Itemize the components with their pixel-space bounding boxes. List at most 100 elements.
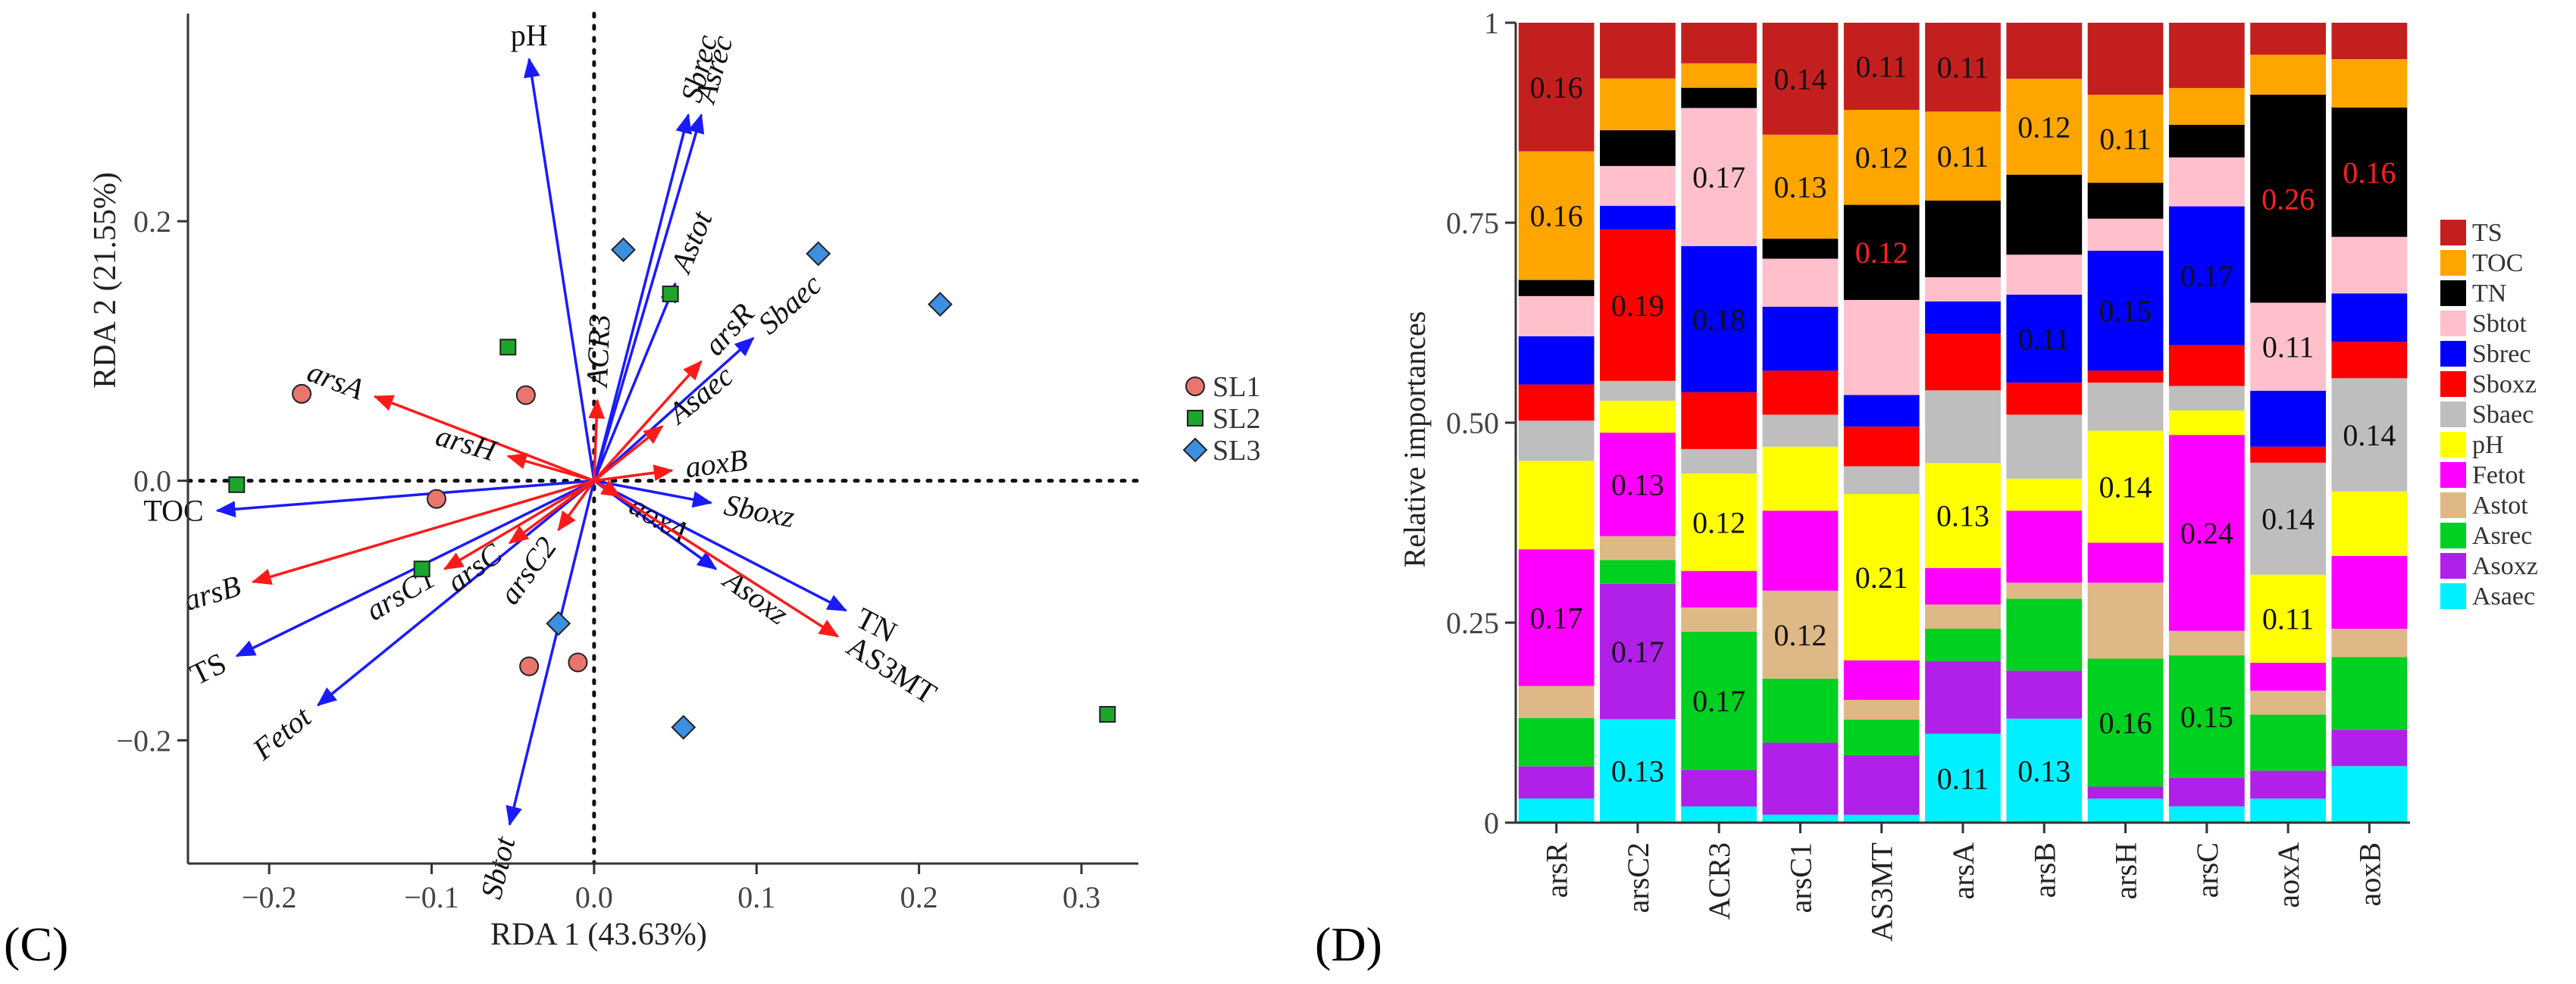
- rda-point-sl1: [515, 385, 536, 405]
- importance-y-axis-title: Relative importances: [1398, 311, 1432, 568]
- importance-legend-label: Asaec: [2472, 583, 2535, 611]
- rda-legend-label: SL2: [1213, 403, 1260, 435]
- bar-segment-arsh-sbtot: [2087, 218, 2164, 251]
- bar-segment-arsb-tn: [2006, 174, 2083, 255]
- bar-data-label: 0.16: [2343, 155, 2396, 189]
- importance-legend-swatch-asoxz: [2440, 553, 2466, 579]
- bar-segment-as3mt-astot: [1843, 699, 1920, 720]
- rda-vector-label: arsB: [180, 568, 244, 617]
- bar-segment-aoxb-sbtot: [2331, 236, 2408, 294]
- bar-segment-arsr-sbtot: [1518, 295, 1595, 336]
- bar-segment-arsb-ph: [2006, 478, 2083, 511]
- rda-vector-as3mt: [593, 480, 840, 638]
- bar-data-label: 0.16: [2099, 706, 2152, 740]
- importance-legend-label: Sbtot: [2472, 310, 2527, 338]
- bar-data-label: 0.15: [2180, 700, 2233, 734]
- rda-vector-arsr: [593, 360, 703, 482]
- bar-segment-aoxb-sbrec: [2331, 293, 2408, 342]
- importance-x-tick-label: arsH: [2109, 842, 2143, 900]
- rda-point-sl1: [426, 489, 446, 509]
- importance-y-tick-label: 0.50: [1446, 406, 1499, 440]
- bar-data-label: 0.14: [2261, 502, 2315, 536]
- bar-segment-arsb-astot: [2006, 583, 2083, 599]
- bar-segment-aoxa-asoxz: [2250, 770, 2326, 799]
- bar-segment-arsc-ph: [2168, 410, 2245, 436]
- bar-segment-aoxb-fetot: [2331, 556, 2408, 629]
- bar-segment-as3mt-asrec: [1843, 720, 1920, 756]
- bar-segment-arsh-asaec: [2087, 798, 2164, 823]
- bar-segment-arsr-asrec: [1518, 718, 1595, 767]
- bar-segment-aoxa-sboxz: [2250, 446, 2326, 463]
- bar-segment-arsb-ts: [2006, 23, 2083, 79]
- bar-segment-aoxa-sbaec: [2250, 462, 2326, 575]
- importance-legend-swatch-ph: [2440, 432, 2466, 458]
- bar-segment-arsa-fetot: [1925, 568, 2001, 604]
- bar-segment-as3mt-sbtot: [1843, 299, 1920, 395]
- bar-segment-as3mt-tn: [1843, 205, 1920, 300]
- rda-y-axis: −0.2 0.0 0.2: [116, 205, 188, 758]
- bar-segment-arsh-sbaec: [2087, 383, 2164, 431]
- importance-legend-label: Sbrec: [2472, 340, 2531, 368]
- importance-x-tick-label: arsC: [2190, 842, 2224, 898]
- bar-segment-arsc2-asrec: [1600, 560, 1676, 584]
- importance-legend-swatch-sbaec: [2440, 401, 2466, 427]
- rda-x-tick-label: 0.1: [737, 880, 775, 914]
- bar-segment-acr3-sbrec: [1681, 245, 1758, 392]
- rda-legend-label: SL3: [1213, 435, 1260, 467]
- bar-data-label: 0.17: [1692, 161, 1745, 195]
- rda-point-sl3: [671, 714, 696, 740]
- bar-segment-as3mt-asaec: [1843, 814, 1920, 823]
- rda-vector-asrec: [593, 113, 705, 482]
- bar-segment-arsc1-ts: [1762, 23, 1839, 135]
- rda-vector-label: Sbtot: [474, 832, 522, 901]
- importance-legend-swatch-tn: [2440, 280, 2466, 306]
- bar-data-label: 0.11: [2262, 602, 2315, 636]
- bar-segment-arsa-toc: [1925, 111, 2001, 201]
- rda-vector-label: aoxB: [683, 442, 749, 484]
- bar-segment-arsa-sbtot: [1925, 277, 2001, 301]
- bar-segment-arsr-sbaec: [1518, 420, 1595, 461]
- importance-legend-label: TN: [2472, 280, 2506, 308]
- importance-legend-label: Fetot: [2472, 461, 2525, 489]
- rda-vector-label: AS3MT: [840, 629, 943, 711]
- bar-segment-acr3-tn: [1681, 87, 1758, 108]
- bar-segment-arsc2-sbrec: [1600, 205, 1676, 230]
- bar-data-label: 0.11: [1937, 761, 1989, 795]
- rda-y-tick-label: 0.2: [133, 205, 171, 239]
- rda-vector-label: Fetot: [246, 699, 318, 767]
- importance-x-tick-label: arsR: [1540, 842, 1574, 898]
- rda-vector-sbtot: [505, 480, 596, 826]
- bar-segment-arsa-tn: [1925, 200, 2001, 277]
- bar-segment-arsc-asaec: [2168, 806, 2245, 823]
- rda-point-sl1: [568, 652, 588, 673]
- bar-segment-as3mt-sbaec: [1843, 466, 1920, 495]
- bar-segment-arsr-sbrec: [1518, 336, 1595, 385]
- bar-data-label: 0.15: [2099, 294, 2152, 328]
- rda-vector-arsc1: [443, 480, 595, 570]
- bar-segment-arsr-fetot: [1518, 549, 1595, 686]
- bar-segment-arsh-fetot: [2087, 542, 2164, 583]
- bar-segment-arsh-astot: [2087, 583, 2164, 659]
- bar-segment-arsc-tn: [2168, 124, 2245, 158]
- bar-data-label: 0.13: [2017, 754, 2071, 788]
- importance-x-tick-label: ACR3: [1702, 842, 1736, 920]
- rda-legend-marker-sl3: [1182, 437, 1208, 463]
- bar-segment-arsa-astot: [1925, 604, 2001, 629]
- bar-segment-aoxa-fetot: [2250, 662, 2326, 691]
- importance-y-tick-label: 0.25: [1446, 606, 1499, 640]
- bar-data-label: 0.16: [1530, 199, 1583, 233]
- bar-segment-arsc2-asaec: [1600, 719, 1676, 823]
- bar-data-label: 0.13: [1773, 170, 1826, 204]
- bar-data-label: 0.11: [2018, 322, 2071, 356]
- bar-segment-arsc-asoxz: [2168, 777, 2245, 807]
- stacked-bar-data-labels: 0.16 0.16 0.17 0.19 0.13 0.17 0.13 0.17 0.18 0.12…: [1530, 50, 2396, 796]
- bar-segment-acr3-sboxz: [1681, 392, 1758, 449]
- bar-segment-arsr-astot: [1518, 686, 1595, 719]
- rda-vector-fetot: [316, 480, 596, 707]
- bar-segment-arsa-asrec: [1925, 629, 2001, 661]
- bar-segment-arsc1-fetot: [1762, 511, 1839, 591]
- bar-segment-arsb-sboxz: [2006, 383, 2083, 415]
- bar-segment-arsh-ts: [2087, 23, 2164, 95]
- bar-segment-arsh-toc: [2087, 95, 2164, 183]
- importance-legend-swatch-sbtot: [2440, 311, 2466, 336]
